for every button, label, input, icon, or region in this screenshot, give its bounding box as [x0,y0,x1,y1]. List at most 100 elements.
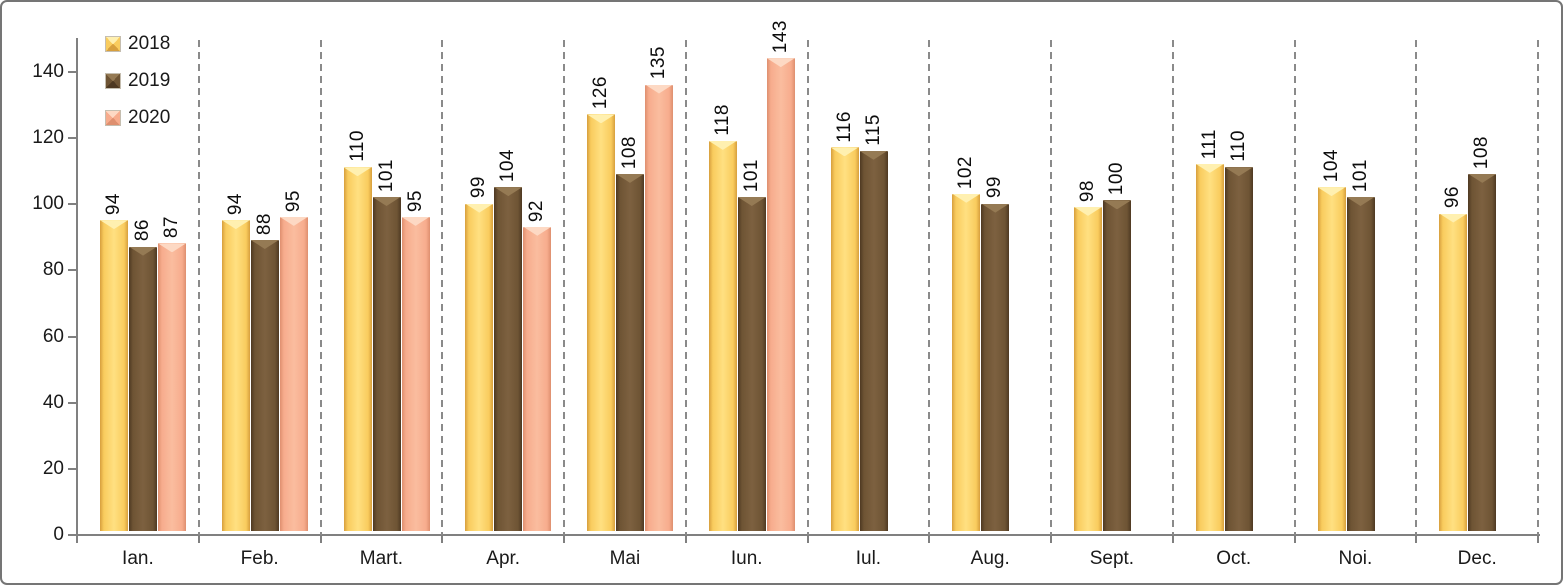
category-separator-line [684,40,687,535]
y-tick [68,335,77,338]
bar-value-label: 88 [253,212,275,235]
y-tick-label: 0 [53,524,64,545]
bar-top-bevel [221,220,250,230]
bar-top-bevel [523,226,552,236]
category-separator-line [197,40,200,535]
legend-swatch-icon [105,72,121,89]
bar-top-bevel [100,220,128,230]
bar-2018-mart [343,167,372,531]
bar-top-bevel [1224,167,1253,177]
bar-2019-aug [981,203,1010,531]
bar-value-label: 95 [282,189,304,212]
bar-top-bevel [830,147,859,157]
bar-top-bevel [494,187,523,197]
bar-top-bevel [465,203,494,213]
bar-top-bevel [279,216,308,226]
legend-item-2020: 2020 [105,107,170,128]
bar-value-label: 94 [103,192,124,216]
y-tick [68,71,77,73]
bar-2019-mai [616,173,644,531]
x-tick [197,535,200,543]
bar-value-label: 116 [833,110,855,143]
x-tick [806,535,809,543]
bar-2018-aug [952,193,981,531]
bar-value-label: 101 [1349,158,1371,192]
bar-top-bevel [1468,173,1497,183]
bar-2020-mai [645,84,673,531]
category-separator-line [563,40,565,535]
bar-value-label: 110 [1227,130,1249,163]
bar-top-bevel [587,114,615,124]
bar-top-bevel [250,240,279,249]
bar-top-bevel [737,197,766,206]
legend-label: 2019 [128,70,171,91]
category-separator-line [806,40,809,535]
legend-item-2018: 2018 [105,33,170,54]
bar-value-label: 96 [1442,186,1464,209]
x-tick [76,535,78,543]
bar-value-label: 135 [648,46,669,80]
x-category-label: Iun. [730,548,763,569]
legend-swatch-icon [105,35,121,52]
bar-2019-noi [1346,197,1375,531]
y-tick [68,534,77,536]
bar-value-label: 101 [375,158,397,192]
bar-2020-apr [523,226,552,531]
x-category-label: Aug. [970,548,1010,569]
x-category-label: Oct. [1216,548,1252,569]
bar-top-bevel [129,246,157,256]
x-tick [441,535,444,543]
bar-value-label: 110 [346,130,368,163]
bar-2020-ian [158,243,186,531]
bar-value-label: 111 [1198,128,1220,159]
bar-2019-oct [1224,167,1253,531]
bar-value-label: 98 [1077,179,1098,202]
bar-2018-feb [221,220,250,531]
bar-top-bevel [1317,187,1346,197]
bar-value-label: 94 [224,192,246,216]
bar-top-bevel [766,58,795,68]
bar-2018-mai [587,114,615,531]
bar-top-bevel [616,173,644,183]
bar-value-label: 118 [711,104,733,136]
bar-top-bevel [1074,206,1102,216]
x-tick [684,535,687,543]
x-tick [1050,535,1052,543]
bar-value-label: 99 [468,176,490,199]
x-category-label: Dec. [1457,548,1497,569]
bar-value-label: 104 [1320,148,1342,183]
bar-2020-feb [279,216,308,531]
category-separator-line [441,40,444,535]
bar-value-label: 92 [526,199,548,222]
x-tick [928,535,931,543]
bar-value-label: 108 [1471,135,1493,169]
bar-2020-iun [766,58,795,531]
legend-item-2019: 2019 [105,70,171,91]
x-category-label: Feb. [240,548,279,569]
bar-top-bevel [1103,200,1131,210]
y-axis-line [76,38,78,537]
bar-2019-sept [1103,200,1131,531]
x-category-label: Mart. [359,548,404,569]
category-separator-line [1415,40,1418,535]
bar-top-bevel [645,84,673,94]
bar-top-bevel [952,193,981,203]
bar-top-bevel [708,140,737,150]
bar-2018-iul [830,147,859,531]
category-separator-line [319,40,322,535]
bar-top-bevel [1195,163,1224,173]
category-separator-line [1171,40,1174,535]
bar-2019-apr [494,187,523,531]
y-tick [68,401,77,404]
bar-value-label: 102 [955,155,977,189]
category-separator-line [1050,40,1052,535]
bar-2018-sept [1074,206,1102,531]
bar-value-label: 99 [984,176,1006,199]
bar-value-label: 126 [590,76,611,110]
y-tick [68,269,77,272]
bar-top-bevel [372,197,401,206]
x-tick [563,535,565,543]
y-tick-label: 20 [42,457,64,479]
x-tick [1415,535,1418,543]
